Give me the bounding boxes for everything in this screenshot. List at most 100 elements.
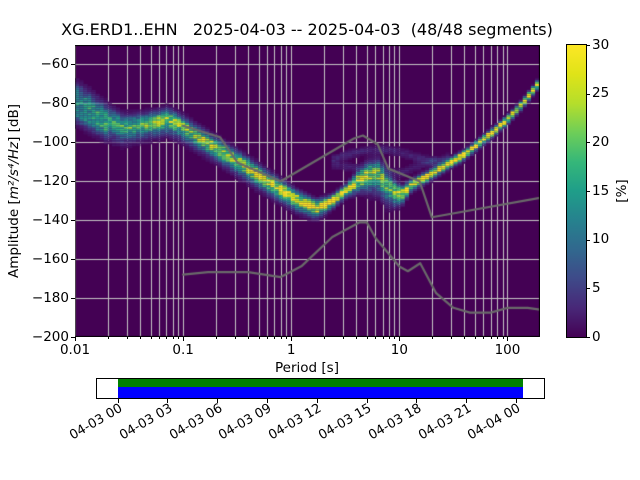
x-minor-tick [280,337,282,339]
x-minor-tick [286,337,288,339]
x-minor-tick [431,337,433,339]
timeline-tick [117,399,119,403]
y-tick-label: −100 [31,133,69,150]
timeline-tick [366,399,368,403]
x-minor-tick [215,337,217,339]
y-axis-label-prefix: Amplitude [ [6,199,22,279]
colorbar-label-text: [%] [614,179,630,203]
y-tick [71,259,75,261]
colorbar-tick-label: 20 [592,133,610,150]
x-minor-tick [323,337,325,339]
ppsd-heatmap-canvas [75,45,540,337]
timeline-tick [416,399,418,403]
x-minor-tick [274,337,276,339]
colorbar-tick-label: 0 [592,328,601,345]
x-minor-tick [464,337,466,339]
x-minor-tick [394,337,396,339]
colorbar-tick-label: 15 [592,182,610,199]
timeline-tick [217,399,219,403]
y-axis-label-text: Amplitude [m²/s⁴/Hz] [dB] [6,104,22,278]
x-minor-tick [388,337,390,339]
colorbar-tick-label: 5 [592,279,601,296]
colorbar-tick [587,93,590,95]
timeline-tick-label-text: 04-03 21 [415,401,474,444]
colorbar-tick [587,337,590,338]
y-tick-label: −200 [31,328,69,345]
timeline-tick [266,399,268,403]
colorbar-tick-label: 25 [592,85,610,102]
colorbar-tick [587,239,590,241]
x-axis-label: Period [s] [275,360,339,376]
x-minor-tick [474,337,476,339]
y-tick [71,298,75,300]
x-minor-tick [159,337,161,339]
x-minor-tick [267,337,269,339]
y-tick-label: −140 [31,211,69,228]
timeline-tick-label-text: 04-03 06 [166,401,225,444]
chart-title: XG.ERD1..EHN 2025-04-03 -- 2025-04-03 (4… [61,20,553,39]
timeline-tick [515,399,517,403]
x-tick [291,337,293,341]
x-minor-tick [490,337,492,339]
x-minor-tick [178,337,180,339]
x-minor-tick [172,337,174,339]
x-minor-tick [150,337,152,339]
x-minor-tick [496,337,498,339]
y-tick [71,337,75,338]
colorbar-tick [587,45,590,46]
colorbar-tick-label: 10 [592,231,610,248]
x-tick [183,337,185,341]
y-tick-label: −80 [40,94,70,111]
timeline-tick-label-text: 04-04 00 [465,401,524,444]
colorbar-tick [587,142,590,144]
y-tick [71,64,75,66]
x-tick [507,337,509,341]
x-minor-tick [375,337,377,339]
x-minor-tick [248,337,250,339]
x-minor-tick [258,337,260,339]
x-tick-label: 0.01 [59,342,91,358]
x-minor-tick [450,337,452,339]
y-tick-label: −120 [31,172,69,189]
timeline-tick-label-text: 04-03 09 [216,401,275,444]
colorbar [566,44,587,338]
timeline-axes [96,378,545,399]
y-axis-label-units: m²/s⁴/Hz [6,141,22,200]
x-minor-tick [126,337,128,339]
x-tick-label: 10 [390,342,408,358]
timeline-tick-label-text: 04-03 03 [116,401,176,444]
x-minor-tick [366,337,368,339]
y-tick-label: −160 [31,250,69,267]
timeline-tick-label-text: 04-03 15 [316,401,375,444]
x-minor-tick [502,337,504,339]
x-minor-tick [382,337,384,339]
x-minor-tick [234,337,236,339]
y-axis-label-suffix: ] [dB] [6,103,22,142]
x-tick-label: 0.1 [172,342,194,358]
y-tick [71,181,75,183]
timeline-tick [466,399,468,403]
x-minor-tick [342,337,344,339]
y-tick [71,142,75,144]
x-tick-label: 100 [494,342,521,358]
timeline-extent-bar [118,387,523,398]
x-minor-tick [356,337,358,339]
x-minor-tick [483,337,485,339]
timeline-tick [316,399,318,403]
timeline-tick-label-text: 04-03 18 [365,401,425,444]
timeline-tick [167,399,169,403]
timeline-coverage-bar [118,379,523,387]
colorbar-tick [587,288,590,290]
x-tick [75,337,76,341]
y-tick [71,103,75,105]
timeline-tick-label-text: 04-03 12 [266,401,325,444]
x-minor-tick [140,337,142,339]
y-tick [71,220,75,222]
colorbar-tick [587,191,590,192]
colorbar-tick-label: 30 [592,36,610,53]
x-minor-tick [107,337,109,339]
x-tick [399,337,401,341]
timeline-tick-label-text: 04-03 00 [67,401,126,444]
x-minor-tick [166,337,168,339]
